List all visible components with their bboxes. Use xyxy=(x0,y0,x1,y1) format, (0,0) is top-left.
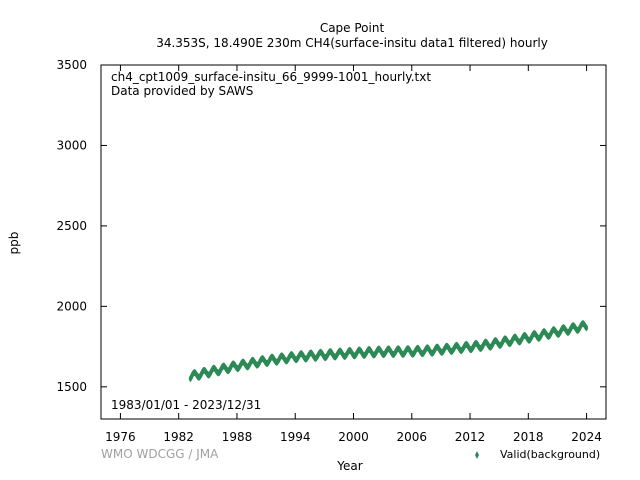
y-tick-label: 1500 xyxy=(56,380,87,394)
series-valid-background xyxy=(188,320,589,383)
chart-title: Cape Point xyxy=(320,21,385,35)
x-tick-label: 1982 xyxy=(163,430,194,444)
x-tick-label: 1988 xyxy=(222,430,253,444)
y-tick-label: 2000 xyxy=(56,299,87,313)
y-tick-label: 3500 xyxy=(56,58,87,72)
plot-frame xyxy=(100,64,607,420)
x-tick-label: 2012 xyxy=(455,430,486,444)
x-tick-label: 2024 xyxy=(571,430,602,444)
x-tick-label: 2000 xyxy=(338,430,369,444)
x-tick-label: 1994 xyxy=(280,430,311,444)
chart-subtitle: 34.353S, 18.490E 230m CH4(surface-insitu… xyxy=(156,36,548,50)
x-tick-label: 2006 xyxy=(396,430,427,444)
x-tick-label: 2018 xyxy=(513,430,544,444)
y-tick-label: 2500 xyxy=(56,219,87,233)
y-axis: 1500 2000 2500 3000 3500 xyxy=(56,58,606,394)
x-tick-label: 1976 xyxy=(105,430,136,444)
x-axis: 1976 1982 1988 1994 2000 2006 2012 2018 2024 xyxy=(105,65,602,444)
y-tick-label: 3000 xyxy=(56,138,87,152)
